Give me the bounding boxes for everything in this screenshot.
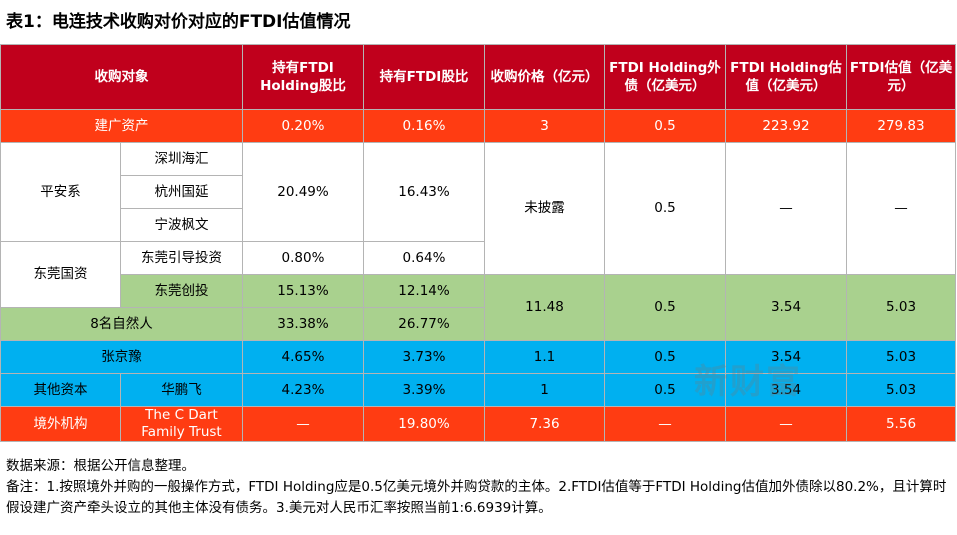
- cell-holding-ratio: —: [242, 406, 364, 442]
- cell-sub-name: 杭州国延: [120, 175, 243, 209]
- cell-ftdi-valuation: 279.83: [846, 109, 956, 143]
- header-target: 收购对象: [0, 44, 243, 110]
- notes: 数据来源：根据公开信息整理。 备注：1.按照境外并购的一般操作方式，FTDI H…: [6, 456, 951, 519]
- cell-holding-valuation: 223.92: [725, 109, 847, 143]
- header-debt: FTDI Holding外债（亿美元）: [604, 44, 726, 110]
- table-row: 东莞创投 15.13% 12.14% 11.48 0.5 3.54 5.03: [1, 274, 956, 341]
- valuation-table: 收购对象 持有FTDI Holding股比 持有FTDI股比 收购价格（亿元） …: [0, 44, 956, 442]
- cell-ftdi-ratio: 0.64%: [363, 241, 485, 275]
- cell-ftdi-ratio: 12.14%: [363, 274, 485, 308]
- header-row: 收购对象 持有FTDI Holding股比 持有FTDI股比 收购价格（亿元） …: [0, 44, 956, 110]
- cell-ftdi-valuation: 5.03: [846, 340, 956, 374]
- cell-debt: —: [604, 406, 726, 442]
- cell-name: 建广资产: [0, 109, 243, 143]
- cell-ftdi-ratio: 0.16%: [363, 109, 485, 143]
- table-title: 表1：电连技术收购对价对应的FTDI估值情况: [6, 12, 351, 32]
- cell-ftdi-ratio: 3.39%: [363, 373, 485, 407]
- cell-sub-name: 东莞引导投资: [120, 241, 243, 275]
- cell-price: 7.36: [484, 406, 605, 442]
- cell-ftdi-ratio: 3.73%: [363, 340, 485, 374]
- cell-holding-ratio: 0.20%: [242, 109, 364, 143]
- cell-debt: 0.5: [604, 340, 726, 374]
- cell-holding-ratio: 0.80%: [242, 241, 364, 275]
- cell-sub-name: 宁波枫文: [120, 208, 243, 242]
- cell-name: 8名自然人: [0, 307, 243, 341]
- cell-ftdi-valuation: 5.56: [846, 406, 956, 442]
- cell-ftdi-valuation: —: [846, 142, 956, 275]
- header-ftdi-ratio: 持有FTDI股比: [363, 44, 485, 110]
- cell-holding-valuation: 3.54: [725, 274, 847, 341]
- cell-ftdi-ratio: 26.77%: [363, 307, 485, 341]
- table-row: 宁波枫文: [1, 208, 956, 242]
- cell-sub-name: 华鹏飞: [120, 373, 243, 407]
- cell-ftdi-ratio: 19.80%: [363, 406, 485, 442]
- header-ftdi-valuation: FTDI估值（亿美元）: [846, 44, 956, 110]
- cell-sub-name: 深圳海汇: [120, 142, 243, 176]
- table-row: 东莞国资 东莞引导投资 0.80% 0.64%: [0, 241, 956, 308]
- cell-holding-valuation: 3.54: [725, 340, 847, 374]
- cell-price: 3: [484, 109, 605, 143]
- table-row: 其他资本 华鹏飞 4.23% 3.39% 1 0.5 3.54 5.03: [0, 373, 956, 407]
- cell-debt: 0.5: [604, 274, 726, 341]
- cell-holding-valuation: —: [725, 406, 847, 442]
- cell-sub-name: 东莞创投: [120, 274, 243, 308]
- cell-price: 1.1: [484, 340, 605, 374]
- cell-debt: 0.5: [604, 373, 726, 407]
- cell-group-pingan: 平安系: [0, 142, 121, 242]
- cell-debt: 0.5: [604, 109, 726, 143]
- cell-holding-valuation: —: [725, 142, 847, 275]
- table-row: 杭州国延: [1, 175, 956, 209]
- cell-holding-valuation: 3.54: [725, 373, 847, 407]
- table-row: 8名自然人 33.38% 26.77%: [0, 307, 956, 341]
- cell-group-overseas: 境外机构: [0, 406, 121, 442]
- cell-ftdi-valuation: 5.03: [846, 373, 956, 407]
- header-price: 收购价格（亿元）: [484, 44, 605, 110]
- cell-price: 11.48: [484, 274, 605, 341]
- table-row: 平安系 深圳海汇 20.49% 16.43% 未披露 0.5 — —: [0, 142, 956, 275]
- remark-note: 备注：1.按照境外并购的一般操作方式，FTDI Holding应是0.5亿美元境…: [6, 479, 947, 516]
- cell-group-other: 其他资本: [0, 373, 121, 407]
- cell-holding-ratio: 20.49%: [242, 142, 364, 242]
- cell-holding-ratio: 4.65%: [242, 340, 364, 374]
- table-row: 张京豫 4.65% 3.73% 1.1 0.5 3.54 5.03: [0, 340, 956, 374]
- cell-ftdi-valuation: 5.03: [846, 274, 956, 341]
- header-holding-ratio: 持有FTDI Holding股比: [242, 44, 364, 110]
- table-row: 境外机构 The C Dart Family Trust — 19.80% 7.…: [0, 406, 956, 442]
- cell-price: 1: [484, 373, 605, 407]
- table-row: 建广资产 0.20% 0.16% 3 0.5 223.92 279.83: [0, 109, 956, 143]
- cell-holding-ratio: 33.38%: [242, 307, 364, 341]
- cell-group-dongguan: 东莞国资: [0, 241, 121, 308]
- cell-ftdi-ratio: 16.43%: [363, 142, 485, 242]
- cell-holding-ratio: 15.13%: [242, 274, 364, 308]
- cell-holding-ratio: 4.23%: [242, 373, 364, 407]
- cell-debt: 0.5: [604, 142, 726, 275]
- cell-name: 张京豫: [0, 340, 243, 374]
- cell-sub-name: The C Dart Family Trust: [120, 406, 243, 442]
- source-note: 数据来源：根据公开信息整理。: [6, 458, 195, 474]
- header-holding-valuation: FTDI Holding估值（亿美元）: [725, 44, 847, 110]
- cell-price: 未披露: [484, 142, 605, 275]
